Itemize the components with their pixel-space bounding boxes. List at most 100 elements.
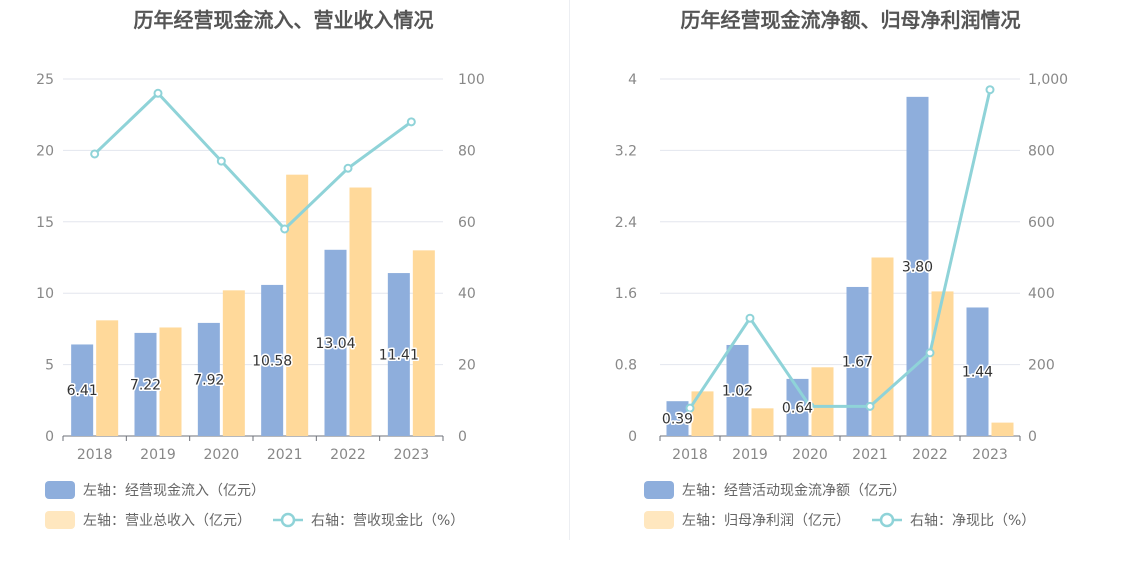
y-right-tick-label: 40 — [458, 286, 476, 302]
data-label: 1.44 — [962, 365, 993, 381]
legend-swatch-blue — [644, 481, 674, 499]
y-right-tick-label: 200 — [1028, 358, 1055, 374]
data-label: 0.39 — [662, 412, 693, 428]
legend-right: 左轴：经营活动现金流净额（亿元） 左轴：归母净利润（亿元） 右轴：净现比（%） — [644, 475, 1057, 535]
y-left-tick-label: 4 — [628, 72, 637, 88]
bar — [991, 422, 1014, 436]
line-point — [925, 348, 935, 358]
legend-item-cash-ratio[interactable]: 右轴：营收现金比（%） — [273, 510, 464, 530]
x-tick-label: 2023 — [394, 447, 430, 463]
line-point — [280, 224, 290, 234]
x-tick-label: 2018 — [672, 447, 708, 463]
legend-line-marker-icon — [273, 512, 303, 528]
legend-swatch-yellow — [45, 511, 75, 529]
bar — [261, 284, 284, 436]
bar — [387, 273, 410, 436]
y-left-tick-label: 15 — [36, 215, 54, 231]
data-label: 0.64 — [782, 400, 813, 416]
x-tick-label: 2020 — [204, 447, 240, 463]
line-point — [985, 85, 995, 95]
legend-line-marker-icon — [872, 512, 902, 528]
y-right-tick-label: 80 — [458, 143, 476, 159]
y-right-tick-label: 800 — [1028, 143, 1055, 159]
y-right-tick-label: 0 — [458, 429, 467, 445]
legend-label: 右轴：净现比（%） — [910, 513, 1036, 529]
bar — [691, 391, 714, 436]
data-label: 10.58 — [252, 353, 292, 369]
bar — [726, 344, 749, 436]
bar — [751, 408, 774, 436]
x-tick-label: 2019 — [732, 447, 768, 463]
x-tick-label: 2018 — [77, 447, 113, 463]
x-tick-label: 2019 — [140, 447, 176, 463]
chart-panel-right: 历年经营现金流净额、归母净利润情况 0 0.8 1.6 2.4 3.2 4 0 200 400 6… — [567, 0, 1134, 582]
x-tick-label: 2021 — [852, 447, 888, 463]
line-point — [406, 117, 416, 127]
y-right-tick-label: 600 — [1028, 215, 1055, 231]
data-label: 1.02 — [722, 383, 753, 399]
bar — [324, 249, 347, 436]
bar — [666, 401, 689, 436]
line-point — [216, 156, 226, 166]
bar — [286, 174, 309, 436]
y-left-tick-label: 3.2 — [615, 143, 637, 159]
y-left-tick-label: 0.8 — [615, 358, 637, 374]
legend-label: 右轴：营收现金比（%） — [311, 513, 465, 529]
legend-item-cash-inflow[interactable]: 左轴：经营现金流入（亿元） — [45, 480, 265, 500]
y-right-tick-label: 60 — [458, 215, 476, 231]
y-left-tick-label: 25 — [36, 72, 54, 88]
legend-item-revenue[interactable]: 左轴：营业总收入（亿元） — [45, 510, 251, 530]
line-point — [745, 313, 755, 323]
data-label: 13.04 — [315, 336, 355, 352]
line-point — [153, 88, 163, 98]
x-tick-label: 2021 — [267, 447, 303, 463]
y-left-tick-label: 0 — [45, 429, 54, 445]
x-tick-label: 2022 — [330, 447, 366, 463]
y-left-tick-label: 0 — [628, 429, 637, 445]
data-label: 3.80 — [902, 259, 933, 275]
bar — [222, 290, 245, 436]
y-left-tick-label: 2.4 — [615, 215, 637, 231]
data-label: 7.22 — [130, 377, 161, 393]
y-right-tick-label: 1,000 — [1028, 72, 1068, 88]
x-tick-label: 2020 — [792, 447, 828, 463]
y-right-tick-label: 0 — [1028, 429, 1037, 445]
line-series — [688, 89, 992, 409]
bar — [906, 96, 929, 436]
x-tick-label: 2023 — [972, 447, 1008, 463]
legend-item-net-cash-ratio[interactable]: 右轴：净现比（%） — [872, 510, 1035, 530]
chart-plot-left: 0 5 10 15 20 25 0 20 40 60 80 100 2018 2019 2020 2021 20… — [36, 72, 485, 463]
y-right-tick-label: 100 — [458, 72, 485, 88]
data-label: 6.41 — [67, 383, 98, 399]
legend-item-net-profit[interactable]: 左轴：归母净利润（亿元） — [644, 510, 850, 530]
y-left-tick-label: 1.6 — [615, 286, 637, 302]
legend-swatch-yellow — [644, 511, 674, 529]
legend-label: 左轴：归母净利润（亿元） — [682, 513, 850, 529]
y-left-tick-label: 10 — [36, 286, 54, 302]
panel-divider — [569, 0, 570, 540]
bar — [159, 327, 182, 436]
y-right-tick-label: 20 — [458, 358, 476, 374]
line-point — [685, 403, 695, 413]
line-point — [865, 401, 875, 411]
bar — [811, 367, 834, 436]
legend-left: 左轴：经营现金流入（亿元） 左轴：营业总收入（亿元） 右轴：营收现金比（%） — [45, 475, 486, 535]
bar — [786, 378, 809, 436]
data-label: 7.92 — [193, 372, 224, 388]
bar — [96, 320, 119, 436]
chart-title-left: 历年经营现金流入、营业收入情况 — [133, 8, 434, 32]
bar — [871, 257, 894, 436]
chart-title-right: 历年经营现金流净额、归母净利润情况 — [680, 8, 1021, 32]
chart-panel-left: 历年经营现金流入、营业收入情况 0 5 10 15 20 25 0 20 40 60 80 100 20… — [36, 8, 486, 535]
legend-swatch-blue — [45, 481, 75, 499]
bar — [71, 344, 94, 436]
legend-label: 左轴：营业总收入（亿元） — [83, 513, 251, 529]
legend-item-net-cash-flow[interactable]: 左轴：经营活动现金流净额（亿元） — [644, 480, 906, 500]
bar — [931, 291, 954, 436]
line-point — [90, 149, 100, 159]
line-series — [93, 91, 413, 232]
y-right-tick-label: 400 — [1028, 286, 1055, 302]
bar — [134, 332, 157, 436]
line-point — [343, 163, 353, 173]
y-left-tick-label: 20 — [36, 143, 54, 159]
